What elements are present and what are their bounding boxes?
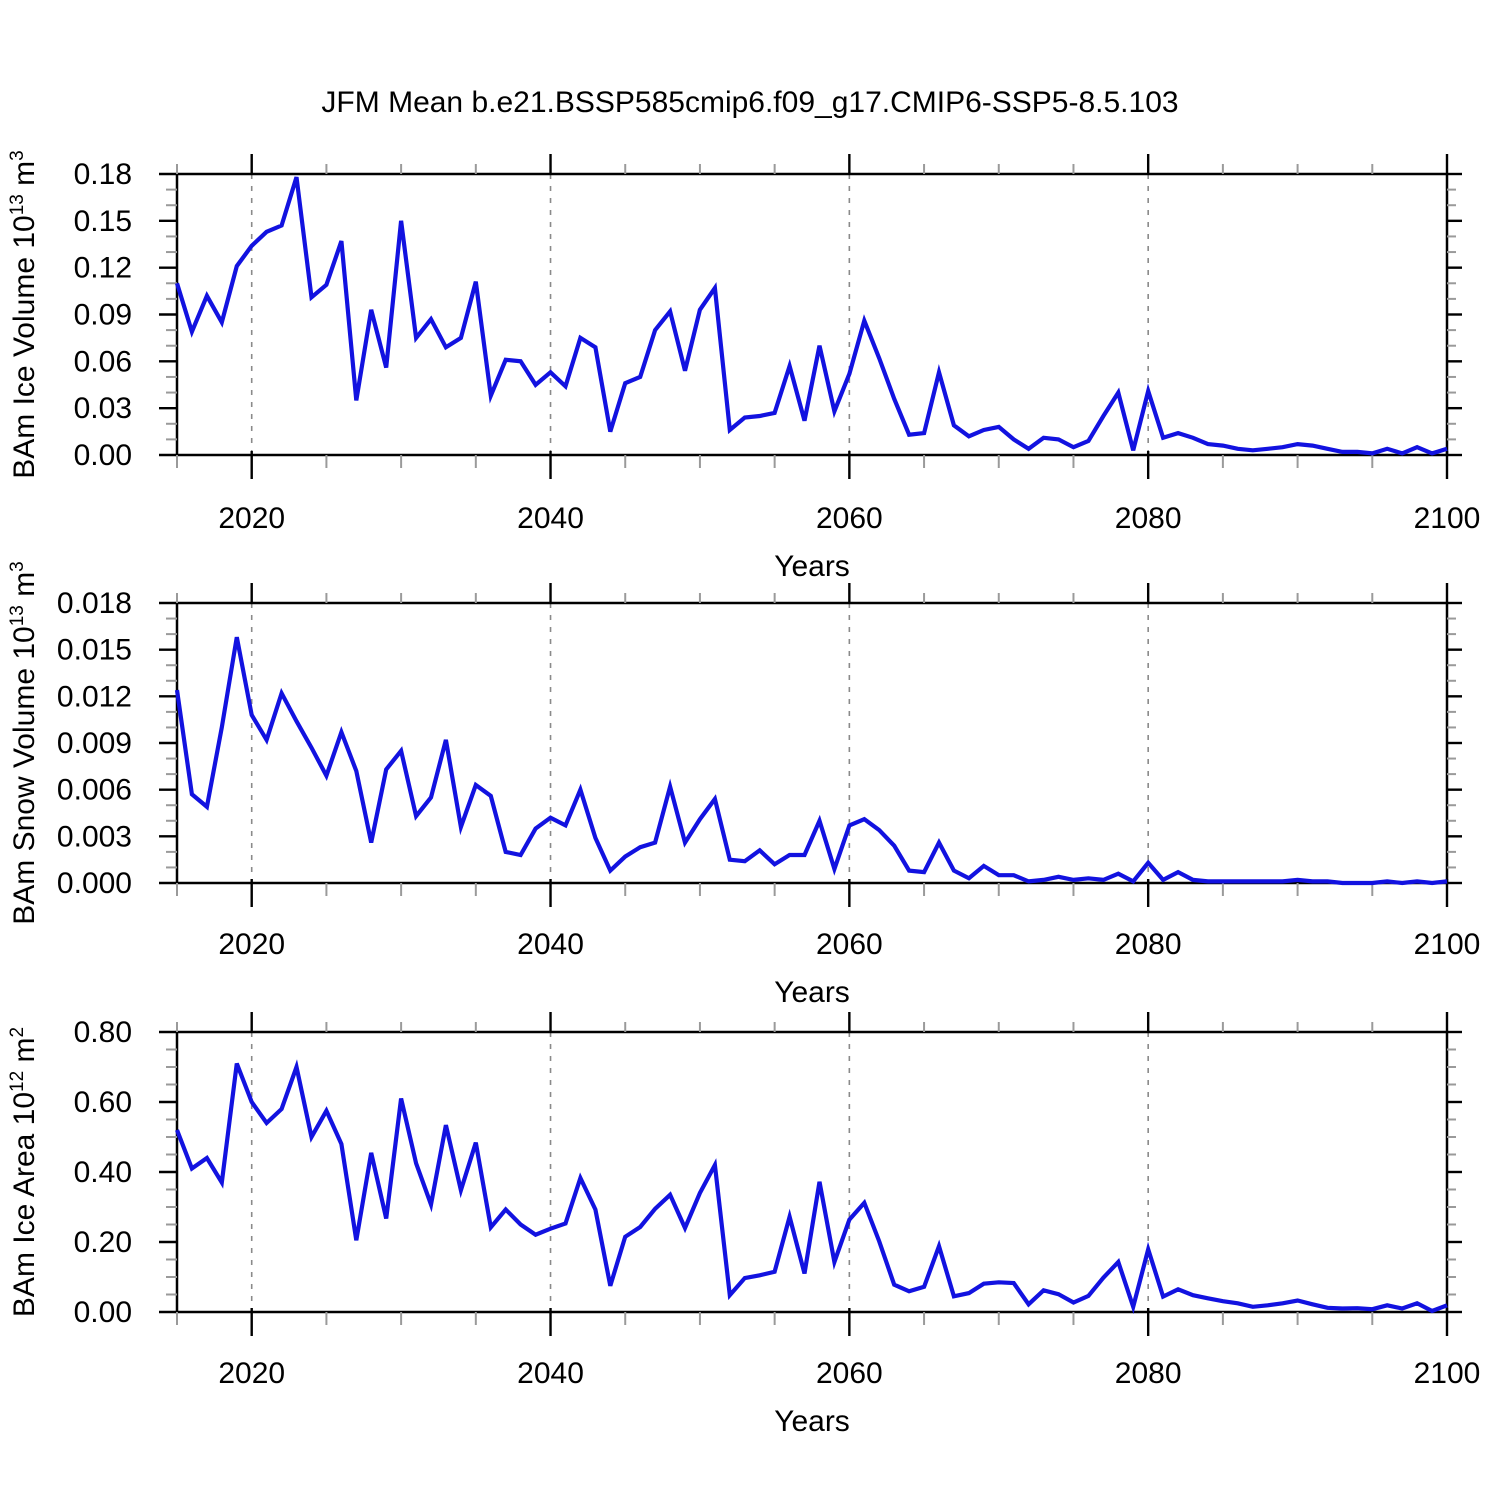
x-tick-label: 2020 — [218, 1357, 285, 1390]
panel-frame — [175, 172, 1449, 457]
data-line-snow-volume — [174, 636, 1448, 886]
y-tick-label: 0.003 — [57, 820, 132, 853]
x-tick-label: 2060 — [816, 928, 883, 961]
x-tick-label: 2060 — [816, 1357, 883, 1390]
x-axis-label-panel3: Years — [774, 1405, 850, 1438]
x-tick-label: 2020 — [218, 928, 285, 961]
y-axis-label: BAm Ice Volume 1013 m3 — [7, 150, 41, 479]
y-tick-label: 0.20 — [74, 1226, 132, 1259]
x-axis-label-panel1: Years — [774, 550, 850, 583]
y-tick-label: 0.00 — [74, 439, 132, 472]
y-tick-label: 0.09 — [74, 299, 132, 332]
panel-ice-area: 0.00 0.20 0.40 0.60 0.80 2020 2040 2060 2080 2100… — [7, 1012, 1480, 1390]
x-tick-label: 2060 — [816, 502, 883, 535]
y-tick-label: 0.12 — [74, 252, 132, 285]
y-tick-label: 0.40 — [74, 1156, 132, 1189]
y-tick-label: 0.15 — [74, 205, 132, 238]
y-tick-label: 0.18 — [74, 158, 132, 191]
data-line-ice-area — [175, 1059, 1448, 1315]
x-tick-label: 2100 — [1414, 928, 1481, 961]
y-tick-label: 0.03 — [74, 392, 132, 425]
x-tick-label: 2080 — [1115, 1357, 1182, 1390]
x-tick-label: 2040 — [517, 928, 584, 961]
x-tick-label: 2080 — [1115, 502, 1182, 535]
y-tick-label: 0.60 — [74, 1086, 132, 1119]
y-tick-label: 0.012 — [57, 680, 132, 713]
y-axis-label: BAm Snow Volume 1013 m3 — [7, 561, 41, 925]
x-tick-label: 2100 — [1414, 502, 1481, 535]
y-tick-label: 0.006 — [57, 774, 132, 807]
panel-ice-volume: 0.00 0.03 0.06 0.09 0.12 0.15 0.18 2020 2040 2060… — [7, 150, 1480, 535]
chart-title: JFM Mean b.e21.BSSP585cmip6.f09_g17.CMIP… — [321, 86, 1179, 119]
y-tick-label: 0.018 — [57, 587, 132, 620]
y-tick-label: 0.009 — [57, 727, 132, 760]
x-tick-label: 2040 — [517, 1357, 584, 1390]
y-tick-label: 0.80 — [74, 1016, 132, 1049]
x-tick-label: 2080 — [1115, 928, 1182, 961]
y-tick-label: 0.015 — [57, 634, 132, 667]
y-tick-label: 0.06 — [74, 345, 132, 378]
panel-snow-volume: 0.000 0.003 0.006 0.009 0.012 0.015 0.018 2020 2… — [7, 561, 1480, 961]
x-tick-label: 2100 — [1414, 1357, 1481, 1390]
x-axis-label-panel2: Years — [774, 976, 850, 1009]
y-tick-label: 0.00 — [74, 1296, 132, 1329]
x-tick-label: 2020 — [218, 502, 285, 535]
x-tick-label: 2040 — [517, 502, 584, 535]
y-axis-label: BAm Ice Area 1012 m2 — [7, 1027, 41, 1317]
data-line-ice-volume — [174, 176, 1448, 456]
y-tick-label: 0.000 — [57, 867, 132, 900]
